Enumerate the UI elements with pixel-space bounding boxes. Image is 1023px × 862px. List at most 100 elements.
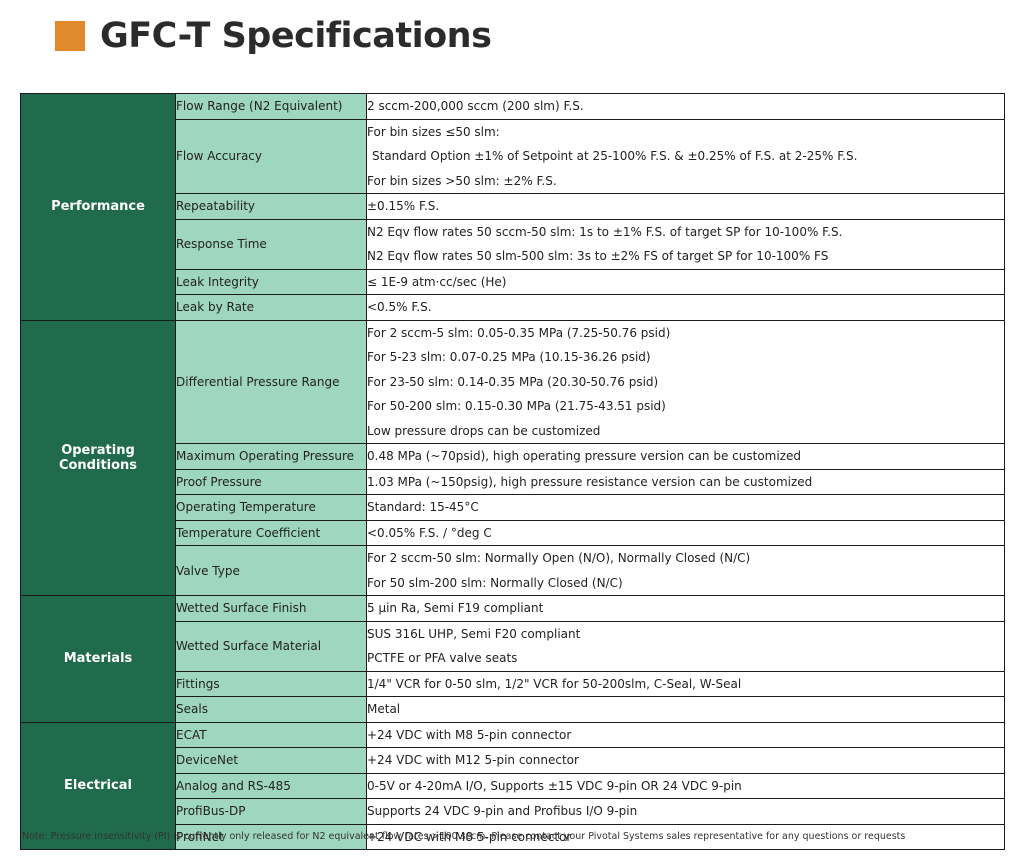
spec-row: Valve Type For 2 sccm-50 slm: Normally Op… — [21, 545, 1005, 596]
value-line: Metal — [367, 702, 401, 716]
value-cell: SUS 316L UHP, Semi F20 compliant PCTFE or… — [366, 620, 1005, 672]
footnote: Note: Pressure insensitivity (PI) is cur… — [22, 831, 906, 842]
section-label: Performance — [20, 93, 176, 321]
param-label: Leak by Rate — [175, 294, 367, 321]
value-cell: For 2 sccm-5 slm: 0.05-0.35 MPa (7.25-50… — [366, 319, 1005, 444]
param-label: Leak Integrity — [175, 268, 367, 295]
param-label: Wetted Surface Finish — [175, 595, 367, 622]
value-cell: For 2 sccm-50 slm: Normally Open (N/O), … — [366, 545, 1005, 596]
param-label: DeviceNet — [175, 747, 367, 774]
param-label: Operating Temperature — [175, 494, 367, 521]
value-line: Supports 24 VDC 9-pin and Profibus I/O 9… — [367, 804, 638, 818]
spec-row: ProfiNet +24 VDC with M8 5-pin connector — [21, 823, 1005, 850]
spec-row: Fittings 1/4" VCR for 0-50 slm, 1/2" VCR … — [21, 670, 1005, 697]
section-label: Materials — [20, 595, 176, 723]
value-cell: <0.05% F.S. / °deg C — [366, 519, 1005, 546]
param-label: Temperature Coefficient — [175, 519, 367, 546]
param-label: Seals — [175, 696, 367, 723]
page-title: GFC-T Specifications — [100, 16, 492, 56]
spec-row: Maximum Operating Pressure 0.48 MPa (~70p… — [21, 443, 1005, 470]
value-cell: ±0.15% F.S. — [366, 193, 1005, 220]
value-line: +24 VDC with M12 5-pin connector — [367, 753, 579, 767]
spec-row: Analog and RS-485 0-5V or 4-20mA I/O, Sup… — [21, 772, 1005, 799]
section-label: Operating Conditions — [20, 319, 176, 596]
value-line: For 50 slm-200 slm: Normally Closed (N/C… — [367, 575, 623, 590]
value-cell: 0.48 MPa (~70psid), high operating press… — [366, 443, 1005, 470]
value-cell: +24 VDC with M8 5-pin connector — [366, 721, 1005, 748]
value-cell: +24 VDC with M8 5-pin connector — [366, 823, 1005, 850]
spec-row: Flow Accuracy For bin sizes ≤50 slm: Stand… — [21, 118, 1005, 194]
spec-row: Operating Temperature Standard: 15-45°C — [21, 494, 1005, 521]
value-cell: Supports 24 VDC 9-pin and Profibus I/O 9… — [366, 798, 1005, 825]
value-line: 0-5V or 4-20mA I/O, Supports ±15 VDC 9-p… — [367, 778, 742, 793]
param-label: ECAT — [175, 721, 367, 748]
spec-row: Response Time N2 Eqv flow rates 50 sccm-5… — [21, 218, 1005, 270]
param-label: Repeatability — [175, 193, 367, 220]
param-label: Response Time — [175, 218, 367, 270]
spec-row: Proof Pressure 1.03 MPa (~150psig), high … — [21, 468, 1005, 495]
spec-row: Leak by Rate <0.5% F.S. — [21, 294, 1005, 321]
value-cell: Standard: 15-45°C — [366, 494, 1005, 521]
spec-row: Performance Flow Range (N2 Equivalent) 2 s… — [20, 93, 1005, 321]
orange-square-icon — [55, 21, 85, 51]
value-line: For 2 sccm-50 slm: Normally Open (N/O), … — [367, 551, 751, 565]
value-line: SUS 316L UHP, Semi F20 compliant — [367, 626, 581, 641]
value-line: For 50-200 slm: 0.15-0.30 MPa (21.75-43.… — [367, 399, 666, 413]
value-line: 1.03 MPa (~150psig), high pressure resis… — [367, 474, 813, 489]
param-label: Differential Pressure Range — [175, 319, 367, 444]
value-line: <0.05% F.S. / °deg C — [367, 525, 492, 540]
value-line: ±0.15% F.S. — [367, 199, 440, 213]
value-cell: 1/4" VCR for 0-50 slm, 1/2" VCR for 50-2… — [366, 670, 1005, 697]
param-label: Analog and RS-485 — [175, 772, 367, 799]
spec-row: Electrical ECAT +24 VDC with M8 5-pin conn… — [20, 721, 1005, 850]
param-label: Fittings — [175, 670, 367, 697]
value-cell: 0-5V or 4-20mA I/O, Supports ±15 VDC 9-p… — [366, 772, 1005, 799]
spec-row: Repeatability ±0.15% F.S. — [21, 193, 1005, 220]
spec-row: Leak Integrity ≤ 1E-9 atm·cc/sec (He) — [21, 268, 1005, 295]
value-line: 2 sccm-200,000 sccm (200 slm) F.S. — [367, 99, 584, 113]
spec-row: Operating Conditions Differential Pressur… — [20, 319, 1005, 596]
value-line: N2 Eqv flow rates 50 sccm-50 slm: 1s to … — [367, 224, 843, 239]
spec-row: Wetted Surface Material SUS 316L UHP, Sem… — [21, 620, 1005, 672]
spec-row: Materials Wetted Surface Finish 5 µin Ra, … — [20, 595, 1005, 723]
value-line: For bin sizes >50 slm: ±2% F.S. — [367, 173, 557, 188]
param-label: Proof Pressure — [175, 468, 367, 495]
value-cell: N2 Eqv flow rates 50 sccm-50 slm: 1s to … — [366, 218, 1005, 270]
param-label: Valve Type — [175, 545, 367, 596]
value-line: 5 µin Ra, Semi F19 compliant — [367, 601, 544, 615]
page-header: GFC-T Specifications — [55, 11, 492, 61]
value-line: 0.48 MPa (~70psid), high operating press… — [367, 449, 801, 463]
value-line: <0.5% F.S. — [367, 300, 432, 314]
value-line: Low pressure drops can be customized — [367, 423, 601, 438]
value-cell: 2 sccm-200,000 sccm (200 slm) F.S. — [366, 93, 1005, 120]
param-label: Flow Range (N2 Equivalent) — [175, 93, 367, 120]
value-cell: ≤ 1E-9 atm·cc/sec (He) — [366, 268, 1005, 295]
value-line: For 2 sccm-5 slm: 0.05-0.35 MPa (7.25-50… — [367, 325, 671, 340]
value-cell: +24 VDC with M12 5-pin connector — [366, 747, 1005, 774]
value-cell: 1.03 MPa (~150psig), high pressure resis… — [366, 468, 1005, 495]
value-line: Standard Option ±1% of Setpoint at 25-10… — [372, 149, 858, 163]
value-line: For 5-23 slm: 0.07-0.25 MPa (10.15-36.26… — [367, 350, 651, 364]
value-line: 1/4" VCR for 0-50 slm, 1/2" VCR for 50-2… — [367, 676, 742, 691]
param-label: ProfiBus-DP — [175, 798, 367, 825]
value-line: N2 Eqv flow rates 50 slm-500 slm: 3s to … — [367, 249, 829, 263]
param-label: ProfiNet — [175, 823, 367, 850]
value-cell: <0.5% F.S. — [366, 294, 1005, 321]
value-line: +24 VDC with M8 5-pin connector — [367, 829, 572, 844]
param-label: Maximum Operating Pressure — [175, 443, 367, 470]
value-cell: Metal — [366, 696, 1005, 723]
value-cell: 5 µin Ra, Semi F19 compliant — [366, 595, 1005, 622]
value-line: For bin sizes ≤50 slm: — [367, 124, 500, 139]
value-line: PCTFE or PFA valve seats — [367, 651, 518, 665]
spec-row: Seals Metal — [21, 696, 1005, 723]
param-label: Flow Accuracy — [175, 118, 367, 194]
spec-row: ProfiBus-DP Supports 24 VDC 9-pin and Pro… — [21, 798, 1005, 825]
value-line: For 23-50 slm: 0.14-0.35 MPa (20.30-50.7… — [367, 374, 659, 389]
spec-table: Performance Flow Range (N2 Equivalent) 2 s… — [20, 93, 1005, 850]
value-cell: For bin sizes ≤50 slm: Standard Option ±1… — [366, 118, 1005, 194]
value-line: ≤ 1E-9 atm·cc/sec (He) — [367, 274, 507, 289]
value-line: +24 VDC with M8 5-pin connector — [367, 727, 572, 742]
spec-row: DeviceNet +24 VDC with M12 5-pin connecto… — [21, 747, 1005, 774]
param-label: Wetted Surface Material — [175, 620, 367, 672]
spec-row: Temperature Coefficient <0.05% F.S. / °de… — [21, 519, 1005, 546]
